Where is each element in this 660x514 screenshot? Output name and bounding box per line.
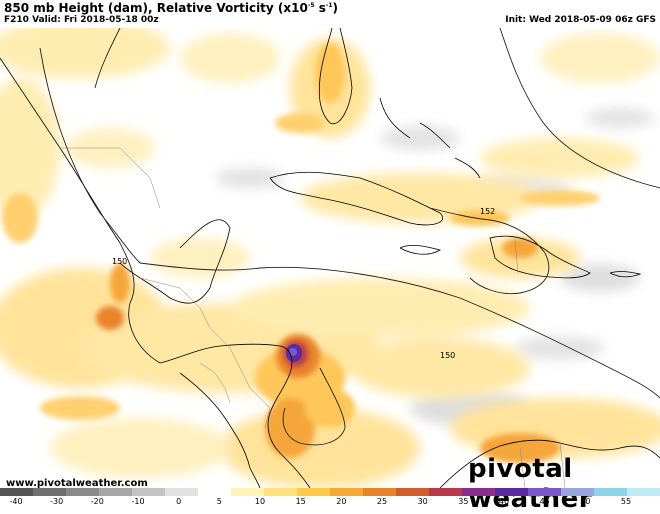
contour-north (499, 28, 660, 189)
colorbar-tick-label: -10 (131, 497, 145, 506)
vorticity-map: 150 152 150 (0, 28, 660, 488)
height-contours (39, 28, 660, 446)
colorbar: -40 -30 -20 -10 0 5 10 15 20 25 30 35 40 45 50 55 (0, 488, 660, 510)
contour-label-152: 152 (480, 207, 495, 216)
init-time: Init: Wed 2018-05-09 06z GFS (505, 15, 656, 25)
colorbar-swatch (66, 488, 99, 496)
colorbar-swatch (33, 488, 66, 496)
colorbar-swatch (627, 488, 660, 496)
colorbar-tick-label: 20 (336, 497, 347, 506)
yucatan-coast (119, 219, 231, 304)
contour-northwest (94, 28, 121, 89)
south-america-coast (439, 439, 660, 488)
mid-vorticity-layer (2, 43, 600, 463)
colorbar-swatch (132, 488, 165, 496)
source-url: www.pivotalweather.com (6, 478, 148, 489)
vorticity-core (276, 334, 320, 378)
colorbar-swatches (0, 488, 660, 496)
colorbar-swatch (594, 488, 627, 496)
colorbar-tick-label: 50 (580, 497, 591, 506)
colorbar-tick-label: 5 (216, 497, 222, 506)
mexico-pacific-coast (0, 57, 161, 364)
colorbar-tick-label: 45 (539, 497, 550, 506)
contour-low (282, 367, 346, 446)
hispaniola-coast (489, 235, 591, 279)
central-america-pacific-coast (179, 372, 261, 488)
colorbar-swatch (462, 488, 495, 496)
colorbar-swatch (264, 488, 297, 496)
jamaica-coast (399, 244, 442, 255)
colorbar-tick-label: -30 (50, 497, 64, 506)
colorbar-tick-label: 10 (254, 497, 266, 506)
central-america-caribbean-coast (159, 343, 311, 488)
coastlines (0, 28, 660, 488)
colorbar-tick-label: 0 (176, 497, 182, 506)
colorbar-swatch (297, 488, 330, 496)
colorbar-swatch (231, 488, 264, 496)
puerto-rico-coast (609, 271, 642, 278)
contour-152 (429, 207, 550, 295)
colorbar-swatch (495, 488, 528, 496)
borders (60, 147, 566, 488)
colorbar-swatch (363, 488, 396, 496)
colorbar-tick-label: -40 (9, 497, 23, 506)
colorbar-labels: -40 -30 -20 -10 0 5 10 15 20 25 30 35 40 45 50 55 (0, 497, 660, 509)
contour-label-150-east: 150 (440, 351, 455, 360)
colorbar-swatch (429, 488, 462, 496)
colorbar-tick-label: -20 (90, 497, 104, 506)
colorbar-swatch (198, 488, 231, 496)
colorbar-tick-label: 40 (498, 497, 510, 506)
map-title: 850 mb Height (dam), Relative Vorticity … (4, 1, 338, 15)
colorbar-swatch (561, 488, 594, 496)
colorbar-swatch (165, 488, 198, 496)
colorbar-tick-label: 15 (295, 497, 306, 506)
bahamas-coast (379, 97, 481, 179)
colorbar-tick-label: 35 (458, 497, 469, 506)
header: 850 mb Height (dam), Relative Vorticity … (0, 0, 660, 28)
colorbar-tick-label: 30 (417, 497, 428, 506)
cuba-coast (269, 171, 443, 226)
colorbar-swatch (528, 488, 561, 496)
valid-time: F210 Valid: Fri 2018-05-18 00z (4, 15, 159, 25)
colorbar-tick-label: 55 (620, 497, 632, 506)
florida-coast (318, 28, 353, 125)
colorbar-swatch (330, 488, 363, 496)
colorbar-tick-label: 25 (376, 497, 388, 506)
colorbar-swatch (99, 488, 132, 496)
contour-150 (39, 47, 660, 399)
contour-label-150-west: 150 (112, 257, 127, 266)
colorbar-swatch (0, 488, 33, 496)
colorbar-swatch (396, 488, 429, 496)
